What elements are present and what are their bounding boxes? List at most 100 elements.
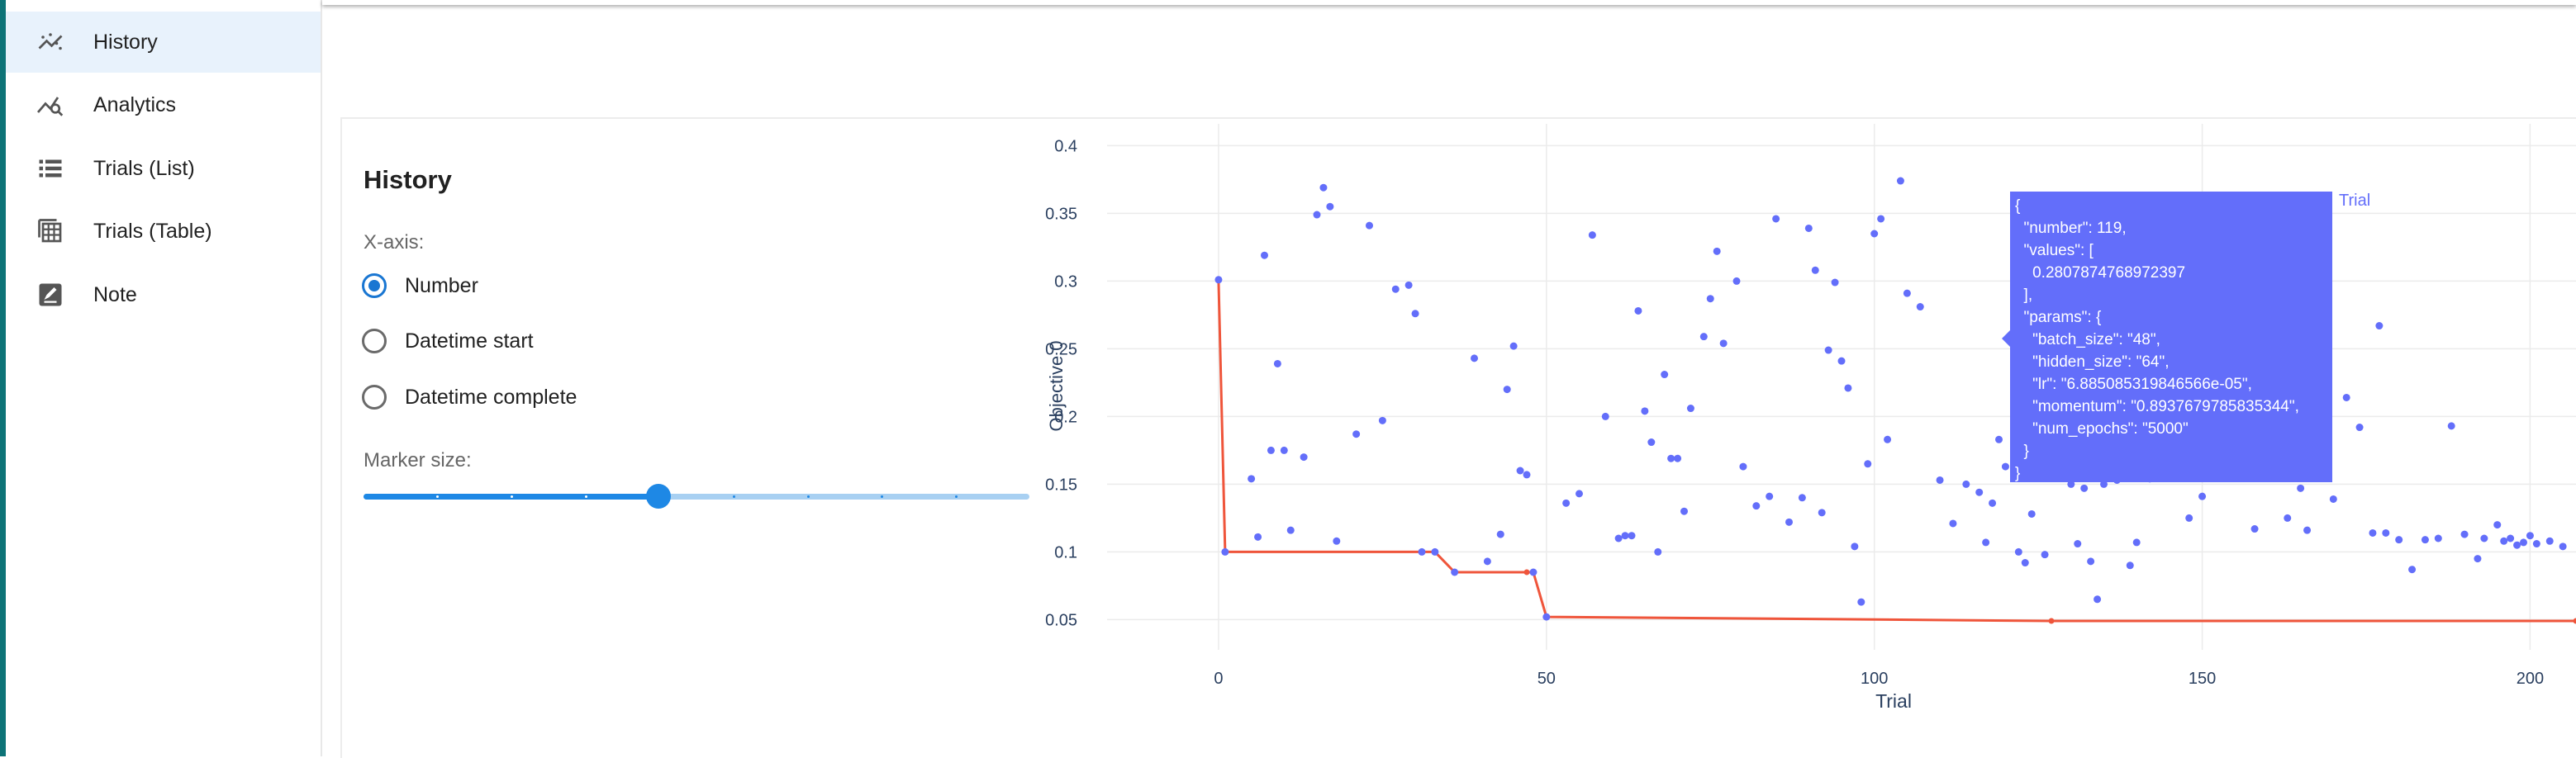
trial-point[interactable] xyxy=(1700,333,1708,340)
trial-point[interactable] xyxy=(1622,532,1629,539)
trial-point[interactable] xyxy=(1510,343,1518,350)
trial-point[interactable] xyxy=(1903,290,1911,297)
trial-point[interactable] xyxy=(1634,307,1642,315)
trial-point[interactable] xyxy=(1379,417,1386,424)
trial-point[interactable] xyxy=(2022,559,2029,566)
trial-point[interactable] xyxy=(1713,248,1721,255)
sidebar-item-history[interactable]: History xyxy=(6,12,321,73)
trial-point[interactable] xyxy=(1628,532,1636,539)
trial-point[interactable] xyxy=(2356,424,2364,431)
trial-point[interactable] xyxy=(1857,599,1865,606)
trial-point[interactable] xyxy=(1392,286,1400,293)
trial-point[interactable] xyxy=(1805,225,1813,232)
trial-point[interactable] xyxy=(1281,447,1288,454)
trial-point[interactable] xyxy=(1785,519,1793,526)
trial-point[interactable] xyxy=(1641,407,1648,415)
radio-button[interactable] xyxy=(362,329,387,353)
trial-point[interactable] xyxy=(1261,252,1268,259)
trial-point[interactable] xyxy=(1825,347,1832,354)
trial-point[interactable] xyxy=(2041,551,2049,558)
trial-point[interactable] xyxy=(1333,538,1340,545)
trial-point[interactable] xyxy=(1897,178,1904,185)
trial-point[interactable] xyxy=(1471,354,1478,362)
trial-point[interactable] xyxy=(2028,510,2036,518)
trial-point[interactable] xyxy=(2422,536,2429,543)
trial-point[interactable] xyxy=(1667,455,1675,462)
trial-point[interactable] xyxy=(1484,557,1491,565)
trial-point[interactable] xyxy=(2559,542,2567,550)
trial-point[interactable] xyxy=(1975,489,1983,496)
trial-point[interactable] xyxy=(2507,535,2514,542)
sidebar-item-trials-table[interactable]: Trials (Table) xyxy=(6,201,321,262)
trial-point[interactable] xyxy=(2520,538,2527,546)
trial-point[interactable] xyxy=(2408,566,2416,573)
trial-point[interactable] xyxy=(1352,430,1360,438)
trial-point[interactable] xyxy=(1497,531,1504,538)
trial-point[interactable] xyxy=(1766,493,1773,500)
trial-point[interactable] xyxy=(1504,386,1511,393)
trial-point[interactable] xyxy=(1937,476,1944,484)
trial-point[interactable] xyxy=(1412,310,1419,317)
trial-point[interactable] xyxy=(2474,555,2481,562)
trial-point[interactable] xyxy=(1917,303,1924,310)
trial-point[interactable] xyxy=(1884,436,1891,443)
trial-point[interactable] xyxy=(1274,360,1281,367)
trial-point[interactable] xyxy=(1542,614,1550,621)
trial-point[interactable] xyxy=(1405,282,1413,289)
trial-point[interactable] xyxy=(1529,569,1537,576)
trial-point[interactable] xyxy=(2395,536,2403,543)
trial-point[interactable] xyxy=(2493,521,2501,528)
trial-point[interactable] xyxy=(2251,525,2259,533)
trial-point[interactable] xyxy=(1523,471,1531,478)
trial-point[interactable] xyxy=(1602,413,1609,420)
trial-point[interactable] xyxy=(1267,447,1275,454)
trial-point[interactable] xyxy=(2533,540,2540,547)
trial-point[interactable] xyxy=(1989,500,1996,507)
trial-point[interactable] xyxy=(1314,211,1321,219)
xaxis-option-datetime-start[interactable]: Datetime start xyxy=(362,329,534,353)
trial-point[interactable] xyxy=(1982,538,1989,546)
trial-point[interactable] xyxy=(1419,548,1426,556)
trial-point[interactable] xyxy=(1214,276,1222,283)
trial-point[interactable] xyxy=(2087,557,2094,565)
trial-point[interactable] xyxy=(1844,384,1851,391)
trial-point[interactable] xyxy=(1772,215,1780,222)
trial-point[interactable] xyxy=(1949,519,1956,527)
trial-point[interactable] xyxy=(1799,494,1806,501)
trial-point[interactable] xyxy=(2303,527,2311,534)
trial-point[interactable] xyxy=(2369,529,2376,537)
trial-point[interactable] xyxy=(2074,540,2081,547)
trial-point[interactable] xyxy=(2297,485,2304,492)
trial-point[interactable] xyxy=(2133,538,2141,546)
trial-point[interactable] xyxy=(1576,490,1583,497)
trial-point[interactable] xyxy=(1838,358,1846,365)
trial-point[interactable] xyxy=(1687,405,1694,412)
trial-point[interactable] xyxy=(1832,279,1839,287)
trial-points[interactable] xyxy=(1214,178,2566,621)
trial-point[interactable] xyxy=(2448,422,2455,429)
trial-point[interactable] xyxy=(2185,514,2193,522)
xaxis-option-number[interactable]: Number xyxy=(362,273,478,298)
trial-point[interactable] xyxy=(1287,527,1295,534)
trial-point[interactable] xyxy=(1851,542,1858,550)
trial-point[interactable] xyxy=(1995,436,2003,443)
trial-point[interactable] xyxy=(2284,514,2291,522)
trial-point[interactable] xyxy=(2080,485,2088,492)
trial-point[interactable] xyxy=(1319,184,1327,192)
trial-point[interactable] xyxy=(2382,529,2389,537)
marker-size-slider[interactable] xyxy=(364,487,1029,505)
trial-point[interactable] xyxy=(1451,569,1458,576)
trial-point[interactable] xyxy=(1962,481,1970,488)
trial-point[interactable] xyxy=(2127,561,2134,569)
trial-point[interactable] xyxy=(2330,495,2337,503)
trial-point[interactable] xyxy=(1818,509,1826,516)
trial-point[interactable] xyxy=(1221,548,1229,556)
trial-point[interactable] xyxy=(1661,371,1668,378)
trial-point[interactable] xyxy=(1707,295,1714,302)
trial-point[interactable] xyxy=(1674,455,1681,462)
trial-point[interactable] xyxy=(1562,500,1570,507)
trial-point[interactable] xyxy=(2480,535,2488,542)
trial-point[interactable] xyxy=(1752,502,1760,509)
trial-point[interactable] xyxy=(2435,535,2442,542)
